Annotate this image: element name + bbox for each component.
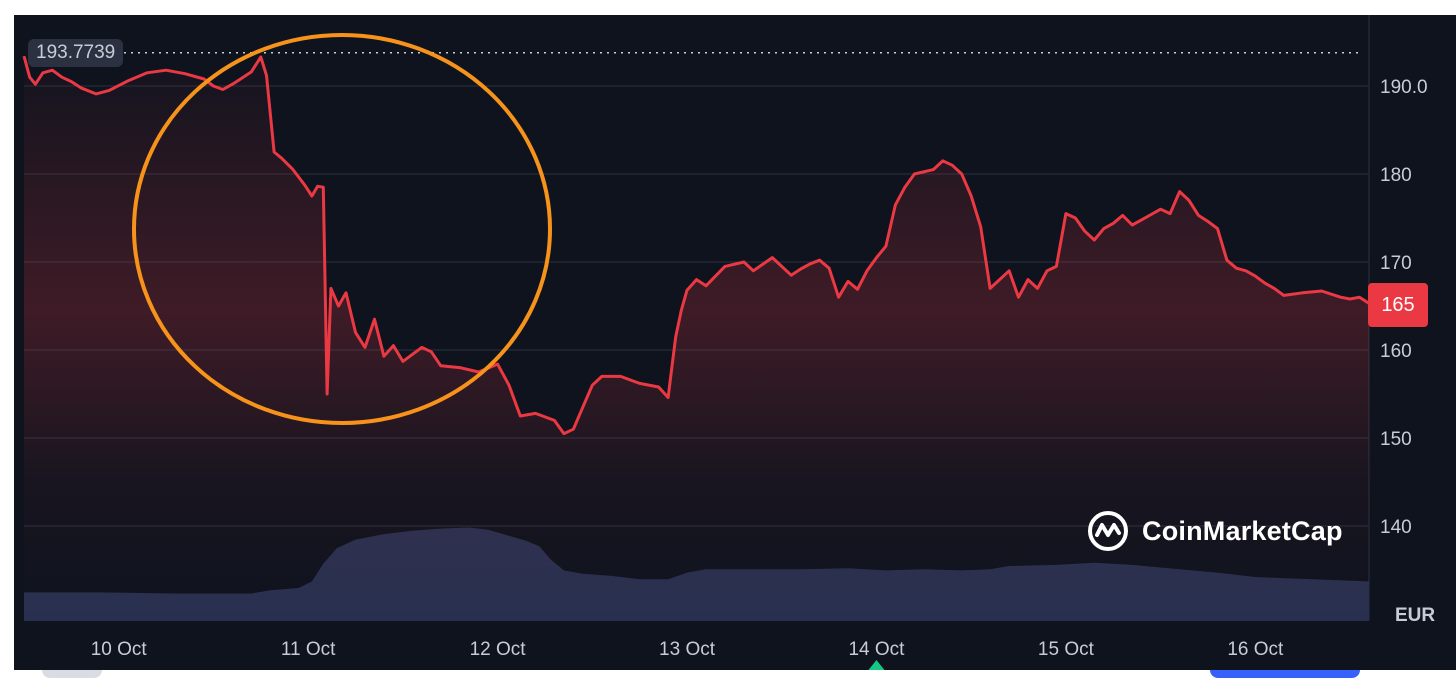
coinmarketcap-watermark: CoinMarketCap <box>1086 509 1343 553</box>
watermark-brand-text: CoinMarketCap <box>1142 515 1343 546</box>
orange-highlight-ellipse <box>132 33 552 425</box>
max-price-badge: 193.7739 <box>28 39 124 67</box>
event-marker-icon <box>868 660 885 670</box>
y-axis-ticks: 140 150 160 170 180 190.0 <box>1380 77 1428 538</box>
x-tick-label-4: 14 Oct <box>848 639 905 660</box>
y-tick-label-170: 170 <box>1380 253 1412 274</box>
price-line-layer <box>22 55 1370 436</box>
y-tick-label-160: 160 <box>1380 341 1412 362</box>
current-price-badge: 165 <box>1368 283 1428 327</box>
bottom-toolbar-edge <box>14 670 1456 684</box>
highlight-ellipse <box>132 33 552 425</box>
price-area-fill <box>24 56 1369 621</box>
x-tick-label-2: 12 Oct <box>470 639 527 660</box>
price-line <box>22 55 1370 436</box>
x-tick-label-1: 11 Oct <box>281 639 336 660</box>
y-tick-label-180: 180 <box>1380 165 1412 186</box>
currency-unit-label: EUR <box>1395 605 1435 626</box>
bottom-button-left[interactable] <box>42 670 102 678</box>
x-tick-label-5: 15 Oct <box>1038 639 1095 660</box>
y-tick-label-150: 150 <box>1380 429 1412 450</box>
x-axis-ticks: 10 Oct 11 Oct 12 Oct 13 Oct 14 Oct 15 Oct 16 O… <box>91 639 1284 670</box>
currency-unit: EUR <box>1395 605 1435 626</box>
bottom-button-right[interactable] <box>1210 670 1360 678</box>
y-tick-label-190: 190.0 <box>1380 77 1428 98</box>
x-tick-label-3: 13 Oct <box>659 639 716 660</box>
x-tick-label-0: 10 Oct <box>91 639 148 660</box>
coinmarketcap-logo-icon <box>1088 511 1128 551</box>
x-tick-label-6: 16 Oct <box>1227 639 1284 660</box>
price-chart[interactable]: 140 150 160 170 180 190.0 10 Oct 11 Oct 12 Oct 1… <box>14 15 1456 670</box>
price-area <box>24 56 1369 621</box>
y-tick-label-140: 140 <box>1380 517 1412 538</box>
